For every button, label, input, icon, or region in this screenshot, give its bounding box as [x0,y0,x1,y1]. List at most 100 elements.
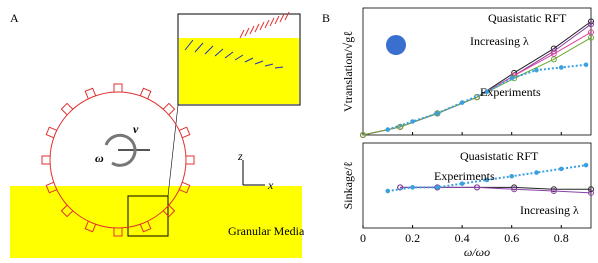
inset-force [224,51,234,59]
series-marker [435,111,440,116]
series-marker [509,75,514,81]
wheel-lug [41,155,50,165]
series-marker [558,65,564,70]
series-line [400,186,592,194]
x-label: x [267,178,274,192]
wheel-lug [139,87,152,99]
x-tick-label: 0 [360,231,366,245]
wheel-lug [84,221,97,233]
series-marker [511,184,518,191]
wheel-lug [179,126,191,139]
inset-force [244,27,250,37]
wheel-lug [60,102,74,116]
inset-force [264,19,270,29]
series-marker [360,132,366,138]
inset-force [214,48,224,57]
series-marker [588,189,594,196]
series-marker [588,21,594,28]
x-tick-label: 0.6 [504,231,519,245]
inset-force [274,15,280,25]
zoom-line [167,104,179,197]
wheel-lug [113,83,123,92]
annotation: Experiments [434,169,495,183]
x-tick-label: 0.8 [554,231,569,245]
series-marker [459,181,465,186]
z-label: z [237,149,243,163]
annotation: Quasistatic RFT [460,149,539,163]
annotation: Increasing λ [470,34,529,48]
media-bed [10,186,302,258]
series-marker [534,67,539,73]
inset-force [249,25,255,35]
series-marker [385,188,391,194]
inset-force [259,21,265,31]
inset-force [269,17,275,27]
plot-frame [362,7,592,136]
series-marker [484,177,490,183]
series-marker [435,185,440,190]
velocity-label: v [133,122,139,136]
wheel-lug [45,126,57,139]
wheel-rim [49,91,187,229]
series-marker [484,89,490,95]
inset-force [284,11,290,21]
series-marker [459,100,465,105]
series-marker [558,166,564,172]
x-tick-label: 0.2 [405,231,420,245]
series-marker [410,185,415,190]
series-marker [474,184,480,191]
series-marker [550,186,557,193]
rotation-arrow [104,133,137,167]
annotation: Increasing λ [520,203,579,217]
inset-force [234,54,244,61]
series-marker [588,18,594,25]
y-axis-label: Vtranslation/√gℓ [341,31,355,112]
wheel-lug [162,102,176,116]
inset-force [279,13,285,23]
series-marker [397,123,404,130]
series-line [362,37,592,136]
inset-force [264,63,274,67]
inset-media [179,38,299,104]
wheel-lug [139,221,152,233]
inset-force [254,23,260,33]
annotation: Quasistatic RFT [488,11,567,25]
plot-frame [362,142,592,229]
series-marker [588,186,594,193]
y-axis-label: Sinkage/ℓ [341,161,355,209]
series-marker [583,162,589,168]
wheel-lug [113,228,123,237]
wheel-lug [162,204,176,218]
wheel-icon [386,35,406,55]
series-marker [385,127,391,132]
series-marker [410,119,415,124]
wheel-lug [45,181,57,194]
inset-force [244,57,254,63]
wheel-lug [186,155,195,165]
inset-force [254,60,264,65]
panel-a: A v ω z x Granular Media [10,11,305,258]
panel-label: B [322,11,330,25]
inset-force [274,66,284,69]
x-axis-label: ω/ωo [464,245,490,258]
media-label: Granular Media [228,224,305,238]
inset-force [239,29,245,39]
omega-label: ω [95,151,104,165]
inset-force [194,42,204,53]
annotation: Experiments [480,85,541,99]
series-marker [511,186,518,193]
series-marker [550,188,557,195]
inset-force [204,45,214,55]
x-tick-label: 0.4 [455,231,470,245]
wheel-lug [60,204,74,218]
series-marker [588,34,594,41]
inset-force [184,39,194,51]
series-marker [509,173,514,179]
panel-label: A [10,11,19,25]
series-line [387,164,587,193]
series-line [387,63,587,131]
series-marker [583,62,589,68]
series-marker [550,56,557,63]
series-marker [534,170,539,175]
